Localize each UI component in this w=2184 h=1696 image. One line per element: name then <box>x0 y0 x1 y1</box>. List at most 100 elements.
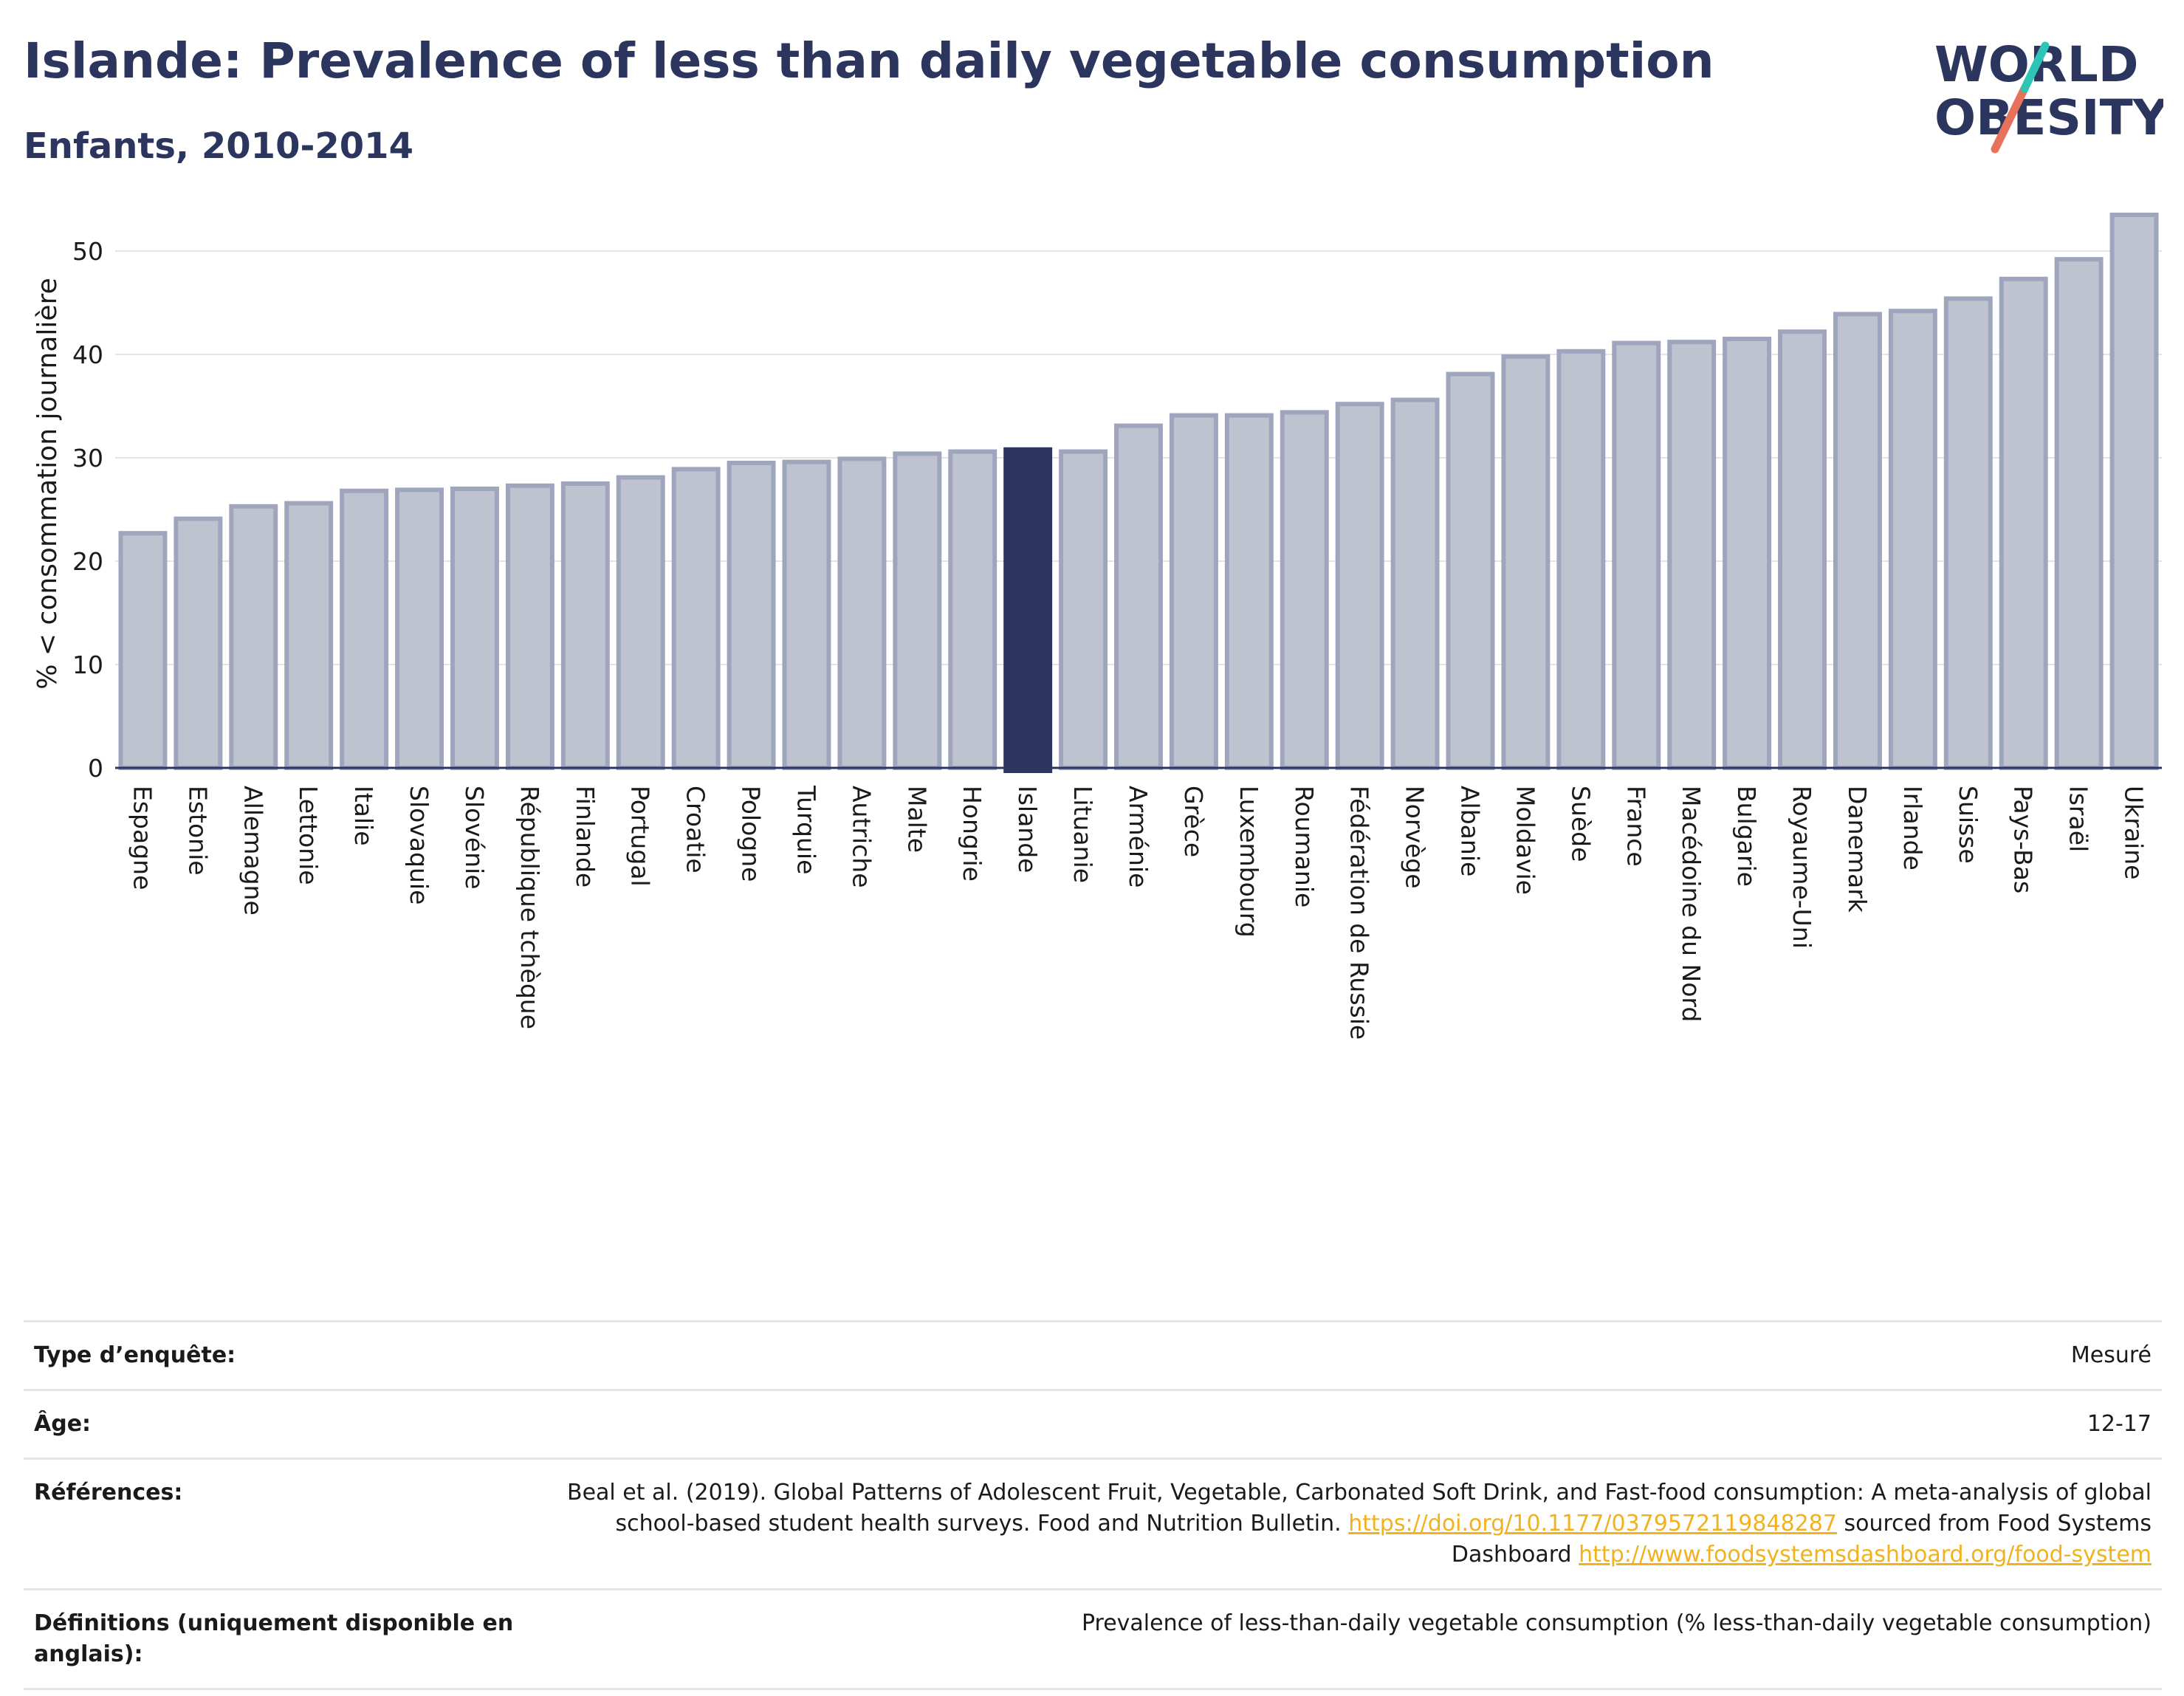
x-tick-label: Malte <box>902 786 931 853</box>
references-text: Beal et al. (2019). Global Patterns of A… <box>566 1480 2152 1537</box>
x-tick-label: Ukraine <box>2120 786 2149 879</box>
x-tick-label: Allemagne <box>238 786 267 916</box>
bar-chart: 0 10 20 30 40 50 Espagne Estonie Allemagne Letto… <box>32 213 2162 1040</box>
y-tick-label: 30 <box>72 444 103 473</box>
x-tick-label: Israël <box>2064 786 2093 852</box>
bar-21 <box>1280 410 1329 771</box>
bar-12 <box>782 459 831 770</box>
x-tick-label: Espagne <box>128 786 157 890</box>
survey-type-label: Type d’enquête: <box>34 1342 236 1368</box>
bar-20 <box>1224 413 1274 770</box>
bar-1 <box>174 516 223 770</box>
x-tick-label: Islande <box>1013 786 1042 873</box>
x-tick-label: Bulgarie <box>1732 786 1761 887</box>
bar-14 <box>893 451 942 771</box>
page-subtitle: Enfants, 2010-2014 <box>24 126 413 167</box>
bar-19 <box>1169 413 1218 770</box>
food-systems-link[interactable]: http://www.foodsystemsdashboard.org/food… <box>1579 1542 2152 1568</box>
y-tick-label: 0 <box>88 754 103 783</box>
info-row-definitions: Définitions (uniquement disponible en an… <box>24 1588 2162 1690</box>
info-row-references: Références: Beal et al. (2019). Global P… <box>24 1458 2162 1588</box>
bar-33 <box>1943 296 1993 770</box>
bar-4 <box>340 488 389 770</box>
bar-35 <box>2054 257 2104 770</box>
y-tick-label: 10 <box>72 650 103 679</box>
bar-16 <box>1003 447 1053 773</box>
y-tick-label: 20 <box>72 547 103 576</box>
bar-8 <box>560 481 610 770</box>
x-tick-label: Suisse <box>1954 786 1982 864</box>
info-row-age: Âge: 12-17 <box>24 1389 2162 1458</box>
age-label: Âge: <box>34 1411 92 1437</box>
bar-32 <box>1888 309 1937 770</box>
y-axis-label: % < consommation journalière <box>32 278 63 689</box>
references-label: Références: <box>34 1480 183 1506</box>
info-row-survey-type: Type d’enquête: Mesuré <box>24 1320 2162 1389</box>
x-tick-label: Pologne <box>737 786 766 882</box>
x-tick-label: Royaume-Uni <box>1788 786 1816 949</box>
definitions-value: Prevalence of less-than-daily vegetable … <box>1081 1610 2152 1636</box>
references-source: sourced from Food Systems Dashboard <box>1451 1511 2152 1568</box>
bar-28 <box>1667 340 1717 770</box>
x-tick-label: Danemark <box>1843 786 1872 913</box>
bar-24 <box>1446 371 1495 771</box>
x-tick-label: Luxembourg <box>1234 786 1263 938</box>
y-tick-labels: 0 10 20 30 40 50 <box>72 237 103 783</box>
x-tick-label: Lituanie <box>1068 786 1097 883</box>
references-value: Beal et al. (2019). Global Patterns of A… <box>536 1477 2152 1570</box>
bar-26 <box>1556 349 1606 770</box>
x-tick-label: Autriche <box>847 786 876 888</box>
logo-line2: OBESITY <box>1934 89 2163 146</box>
info-table: Type d’enquête: Mesuré Âge: 12-17 Référe… <box>24 1320 2162 1690</box>
logo-slash-teal <box>2020 41 2050 93</box>
doi-link[interactable]: https://doi.org/10.1177/0379572119848287 <box>1348 1511 1837 1537</box>
bar-6 <box>450 487 499 770</box>
x-tick-label: Suède <box>1566 786 1595 862</box>
y-tick-label: 40 <box>72 340 103 369</box>
x-tick-label: Finlande <box>571 786 600 888</box>
bar-7 <box>505 483 554 770</box>
x-tick-label: Slovaquie <box>405 786 433 904</box>
bar-18 <box>1114 423 1163 770</box>
bar-31 <box>1833 312 1882 770</box>
bar-30 <box>1778 329 1827 770</box>
bar-11 <box>727 461 776 770</box>
bar-23 <box>1390 397 1440 770</box>
x-tick-label: Pays-Bas <box>2009 786 2038 893</box>
x-tick-label: Lettonie <box>294 786 323 885</box>
bars <box>118 213 2159 773</box>
survey-type-value: Mesuré <box>2070 1342 2152 1368</box>
x-tick-label: Albanie <box>1456 786 1485 876</box>
bar-22 <box>1335 402 1384 770</box>
x-tick-label: Moldavie <box>1511 786 1539 895</box>
x-tick-label: Arménie <box>1124 786 1153 888</box>
bar-10 <box>671 467 721 771</box>
x-tick-label: Slovénie <box>460 786 489 890</box>
bar-34 <box>1999 276 2048 770</box>
x-tick-label: Grèce <box>1179 786 1208 857</box>
x-tick-labels: Espagne Estonie Allemagne Lettonie Italie Slo… <box>128 785 2148 1040</box>
bar-17 <box>1059 449 1108 770</box>
x-tick-label: Portugal <box>626 786 655 887</box>
x-tick-label: Estonie <box>183 786 212 876</box>
x-tick-label: Croatie <box>681 786 710 873</box>
bar-29 <box>1723 337 1772 770</box>
bar-36 <box>2109 213 2159 770</box>
bar-25 <box>1501 354 1551 770</box>
x-tick-label: Roumanie <box>1290 786 1319 907</box>
x-tick-label: Norvège <box>1401 786 1429 889</box>
bar-27 <box>1612 340 1661 771</box>
bar-5 <box>395 487 444 771</box>
page-title: Islande: Prevalence of less than daily v… <box>24 32 1714 89</box>
x-tick-label: Fédération de Russie <box>1345 786 1374 1040</box>
bar-9 <box>616 475 665 770</box>
x-tick-label: République tchèque <box>515 786 544 1029</box>
x-tick-label: France <box>1621 786 1650 867</box>
x-tick-label: Italie <box>349 786 378 846</box>
x-tick-label: Irlande <box>1898 786 1927 871</box>
bar-3 <box>284 501 334 770</box>
logo-slash-coral <box>1991 84 2029 154</box>
age-value: 12-17 <box>2087 1411 2152 1437</box>
x-tick-label: Turquie <box>791 785 820 874</box>
bar-2 <box>229 504 278 770</box>
